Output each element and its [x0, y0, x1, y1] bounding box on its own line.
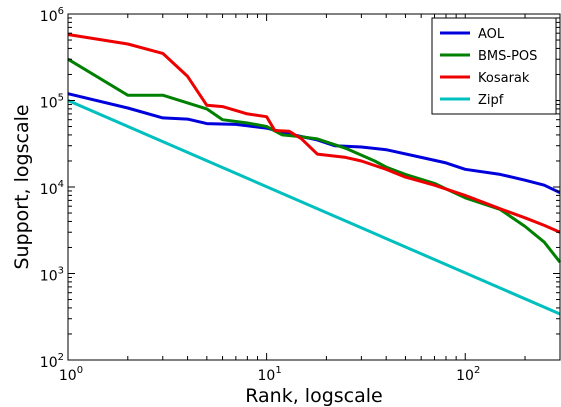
y-tick-label: 105	[40, 93, 64, 112]
x-tick-label: 102	[456, 365, 480, 384]
x-tick-label: 101	[258, 365, 282, 384]
series-line-zipf	[67, 99, 561, 316]
y-tick-label: 103	[40, 266, 64, 285]
legend-label: BMS-POS	[478, 49, 537, 64]
legend-label: AOL	[478, 27, 505, 42]
series-layer	[67, 33, 561, 316]
series-line-kosarak	[67, 33, 561, 234]
y-tick-label: 102	[40, 352, 64, 371]
y-tick-label: 106	[40, 6, 64, 25]
y-tick-label: 104	[40, 179, 64, 198]
legend-label: Zipf	[478, 93, 504, 108]
legend: AOL BMS-POS Kosarak Zipf	[431, 17, 557, 115]
x-tick-label: 100	[59, 365, 83, 384]
ticks-layer: 100 101 102 102 103 104 105 106	[40, 6, 561, 384]
legend-label: Kosarak	[478, 71, 530, 86]
x-axis-label: Rank, logscale	[245, 385, 382, 407]
y-axis-label: Support, logscale	[11, 104, 33, 269]
